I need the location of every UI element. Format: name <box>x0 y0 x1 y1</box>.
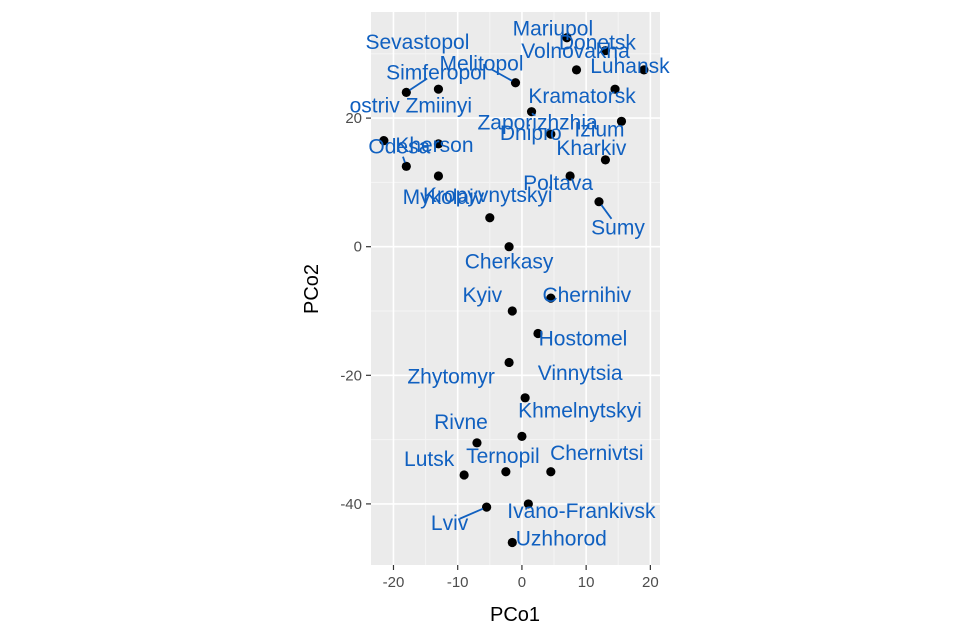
x-tick-label: -10 <box>447 574 469 591</box>
data-point <box>533 328 543 339</box>
data-point <box>401 161 411 171</box>
point-label: Cherkasy <box>465 251 554 274</box>
point-label: Lviv <box>431 512 469 535</box>
axis-ticks: -20 -10 0 10 20 -40 -20 0 20 <box>340 110 658 591</box>
point-label: Melitopol <box>439 53 523 76</box>
data-point <box>482 502 492 512</box>
data-point <box>459 470 469 480</box>
label-leader-line <box>459 507 484 520</box>
data-point <box>600 155 611 165</box>
point-label: Mykolaiv <box>403 186 485 209</box>
y-tick-label: -20 <box>340 367 362 384</box>
x-tick-label: 0 <box>518 574 526 591</box>
point-label: Kyiv <box>462 284 502 307</box>
data-point <box>616 116 627 126</box>
label-leader-line <box>402 156 406 163</box>
point-label: Odesa <box>368 135 430 158</box>
point-label: Lutsk <box>404 448 455 471</box>
data-point <box>401 87 411 97</box>
data-point <box>565 171 575 181</box>
point-label: Zaporizhzhia <box>477 112 598 135</box>
point-label: Rivne <box>434 411 488 434</box>
point-label: Luhansk <box>590 55 670 78</box>
point-label: Khmelnytskyi <box>518 399 642 422</box>
point-label: Uzhhorod <box>516 527 607 550</box>
data-point <box>517 431 527 441</box>
data-point <box>571 65 582 75</box>
y-tick-label: 20 <box>345 110 362 127</box>
point-label: Volnovakha <box>521 40 630 63</box>
point-label: Izium <box>574 118 624 141</box>
point-label: Vinnytsia <box>538 362 623 385</box>
point-label: Sumy <box>591 217 645 240</box>
data-point <box>504 357 514 368</box>
point-label: ostriv Zmiinyi <box>350 95 473 118</box>
data-point <box>485 213 495 223</box>
point-label: Ivano-Frankivsk <box>507 500 656 523</box>
point-label: Kherson <box>395 134 473 157</box>
data-point <box>639 65 649 75</box>
label-leader-line <box>531 112 535 116</box>
point-label: Sevastopol <box>365 31 469 54</box>
point-label: Donetsk <box>559 32 637 55</box>
x-tick-label: -20 <box>383 574 405 591</box>
data-points <box>379 33 649 548</box>
label-leader-line <box>409 77 428 91</box>
data-point <box>510 78 521 88</box>
grid-lines <box>371 12 660 565</box>
point-label: Hostomel <box>539 328 628 351</box>
point-label: Poltava <box>523 172 593 195</box>
label-leader-line <box>490 68 513 82</box>
point-label: Dnipro <box>500 122 562 145</box>
point-label: Zhytomyr <box>407 365 495 388</box>
data-point <box>600 45 611 56</box>
data-point <box>379 136 389 146</box>
point-label: Kramatorsk <box>528 85 636 108</box>
y-axis-title: PCo2 <box>301 264 323 314</box>
data-point <box>594 197 604 207</box>
data-point <box>504 242 514 252</box>
data-point <box>472 438 482 448</box>
x-axis-title: PCo1 <box>490 604 540 626</box>
x-tick-label: 10 <box>578 574 595 591</box>
point-label: Ternopil <box>466 445 540 468</box>
plot-panel <box>371 12 660 565</box>
data-point <box>523 499 533 509</box>
y-tick-label: 0 <box>354 239 362 256</box>
data-point <box>546 293 556 303</box>
data-point <box>546 129 556 139</box>
point-label: Kharkiv <box>556 137 627 160</box>
point-label: Kropyvnytskyi <box>423 184 553 207</box>
data-point <box>546 467 556 477</box>
data-point <box>562 33 572 43</box>
data-point <box>526 107 537 117</box>
data-point <box>433 139 444 149</box>
data-point <box>610 84 620 94</box>
y-tick-label: -40 <box>340 496 362 513</box>
data-point <box>507 537 517 548</box>
data-point <box>520 393 530 403</box>
point-label: Simferopol <box>386 61 486 84</box>
data-point <box>501 467 511 477</box>
point-label: Chernivtsi <box>550 442 643 465</box>
data-point <box>433 171 444 181</box>
x-tick-label: 20 <box>642 574 659 591</box>
data-point <box>433 84 444 94</box>
point-label: Mariupol <box>513 18 594 41</box>
data-point <box>507 306 517 316</box>
point-label: Chernihiv <box>542 284 631 307</box>
label-leader-line <box>600 204 613 220</box>
